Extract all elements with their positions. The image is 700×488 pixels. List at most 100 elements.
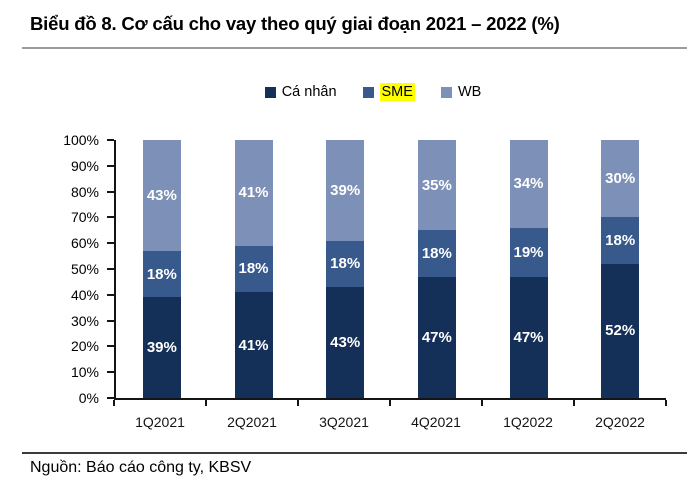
bar-segment-wb: 39% <box>326 140 365 241</box>
x-axis-labels: 1Q2021 2Q2021 3Q2021 4Q2021 1Q2022 2Q2022 <box>114 414 666 430</box>
bar-value-label: 39% <box>330 181 361 199</box>
bar-column-1q2021: 43% 18% 39% <box>116 140 208 398</box>
x-axis-label-2q2022: 2Q2022 <box>595 414 645 430</box>
legend-label: Cá nhân <box>281 84 337 100</box>
bar-segment-sme: 18% <box>417 230 456 277</box>
y-axis: 100% 90% 80% 70% 60% 50% 40% 30% 20% 10% 0% <box>0 132 114 406</box>
bar-value-label: 43% <box>146 186 177 204</box>
x-axis-label-4q2021: 4Q2021 <box>411 414 461 430</box>
bar-value-label: 18% <box>421 245 452 263</box>
x-axis-label-1q2022: 1Q2022 <box>503 414 553 430</box>
y-axis-label: 0% <box>78 390 99 406</box>
y-axis-tick <box>107 216 114 219</box>
legend-label: WB <box>457 84 482 100</box>
bar-segment-ca-nhan: 43% <box>326 287 365 398</box>
y-axis-label: 40% <box>70 286 99 303</box>
bar-value-label: 18% <box>605 232 636 250</box>
bar-value-label: 52% <box>605 322 636 340</box>
y-axis-label: 20% <box>70 338 99 355</box>
stacked-bar: 35% 18% 47% <box>417 140 456 398</box>
bar-segment-wb: 43% <box>142 140 181 251</box>
legend-item-ca-nhan: Cá nhân <box>264 83 337 101</box>
legend-label: SME <box>379 83 415 101</box>
x-axis-tick <box>205 400 207 406</box>
bar-column-3q2021: 39% 18% 43% <box>299 140 391 398</box>
legend-swatch-icon <box>440 86 452 98</box>
y-axis-label: 80% <box>70 183 99 200</box>
x-axis-tick <box>297 400 299 406</box>
y-axis-tick <box>107 190 114 193</box>
bar-column-2q2022: 30% 18% 52% <box>574 140 666 398</box>
bar-value-label: 34% <box>513 175 544 193</box>
y-axis-tick <box>107 397 114 399</box>
bar-column-2q2021: 41% 18% 41% <box>208 140 300 398</box>
bar-value-label: 35% <box>421 176 452 194</box>
plot-area: 43% 18% 39% 41% 18% 41% 39% 18% 43% 35% 18% 47% 34% 1… <box>114 140 666 400</box>
bar-segment-ca-nhan: 52% <box>601 263 640 398</box>
bar-value-label: 41% <box>238 336 269 354</box>
stacked-bar-chart: 100% 90% 80% 70% 60% 50% 40% 30% 20% 10% 0% 43% 18%… <box>0 132 700 440</box>
y-axis-label: 70% <box>70 209 99 226</box>
bar-segment-ca-nhan: 41% <box>234 292 273 398</box>
legend-swatch-icon <box>362 86 374 98</box>
bar-value-label: 47% <box>513 328 544 346</box>
y-axis-label: 50% <box>70 261 99 277</box>
bar-value-label: 30% <box>605 170 636 188</box>
x-axis-ticks <box>113 400 667 407</box>
chart-title: Biểu đồ 8. Cơ cấu cho vay theo quý giai … <box>30 13 560 34</box>
stacked-bar: 30% 18% 52% <box>601 140 640 398</box>
x-axis-tick <box>665 400 667 406</box>
y-axis-tick <box>107 345 114 348</box>
x-axis-tick <box>481 400 483 406</box>
x-axis-tick <box>389 400 391 406</box>
chart-legend: Cá nhân SME WB <box>0 83 700 101</box>
y-axis-label: 100% <box>63 132 99 148</box>
bar-segment-wb: 35% <box>417 140 456 231</box>
bar-value-label: 18% <box>238 260 269 278</box>
title-divider <box>22 47 687 49</box>
bar-column-4q2021: 35% 18% 47% <box>391 140 483 398</box>
x-axis-label-2q2021: 2Q2021 <box>227 414 277 430</box>
source-note: Nguồn: Báo cáo công ty, KBSV <box>30 459 252 476</box>
legend-item-wb: WB <box>440 83 482 101</box>
y-axis-label: 60% <box>70 235 99 252</box>
y-axis-tick <box>107 164 114 167</box>
bar-value-label: 47% <box>421 328 452 346</box>
y-axis-tick <box>107 319 114 322</box>
bar-segment-sme: 18% <box>234 245 273 293</box>
bar-segment-sme: 19% <box>509 227 548 277</box>
bar-segment-ca-nhan: 47% <box>509 276 548 398</box>
y-axis-label: 30% <box>70 312 99 329</box>
bar-value-label: 39% <box>146 339 177 357</box>
bar-column-1q2022: 34% 19% 47% <box>483 140 575 398</box>
y-axis-label: 10% <box>70 364 99 381</box>
bar-segment-wb: 34% <box>509 140 548 228</box>
stacked-bar: 34% 19% 47% <box>509 140 548 398</box>
y-axis-tick <box>107 242 114 245</box>
legend-swatch-icon <box>264 86 276 98</box>
bar-segment-ca-nhan: 39% <box>142 297 181 398</box>
x-axis-tick <box>573 400 575 406</box>
y-axis-tick <box>107 293 114 296</box>
bar-segment-sme: 18% <box>326 240 365 288</box>
source-divider <box>22 452 687 454</box>
bar-segment-sme: 18% <box>142 250 181 298</box>
x-axis-tick <box>113 400 115 406</box>
bar-value-label: 19% <box>513 243 544 261</box>
stacked-bar: 39% 18% 43% <box>326 140 365 398</box>
bar-value-label: 18% <box>330 255 361 273</box>
bar-value-label: 41% <box>238 184 269 202</box>
legend-item-sme: SME <box>362 83 415 101</box>
bar-segment-ca-nhan: 47% <box>417 276 456 398</box>
bar-segment-wb: 41% <box>234 140 273 246</box>
y-axis-label: 90% <box>70 157 99 174</box>
stacked-bar: 41% 18% 41% <box>234 140 273 398</box>
bar-value-label: 43% <box>330 334 361 352</box>
bar-value-label: 18% <box>146 265 177 283</box>
y-axis-tick <box>107 139 114 141</box>
stacked-bar: 43% 18% 39% <box>142 140 181 398</box>
x-axis-label-3q2021: 3Q2021 <box>319 414 369 430</box>
x-axis-label-1q2021: 1Q2021 <box>135 414 185 430</box>
bar-segment-sme: 18% <box>601 217 640 264</box>
